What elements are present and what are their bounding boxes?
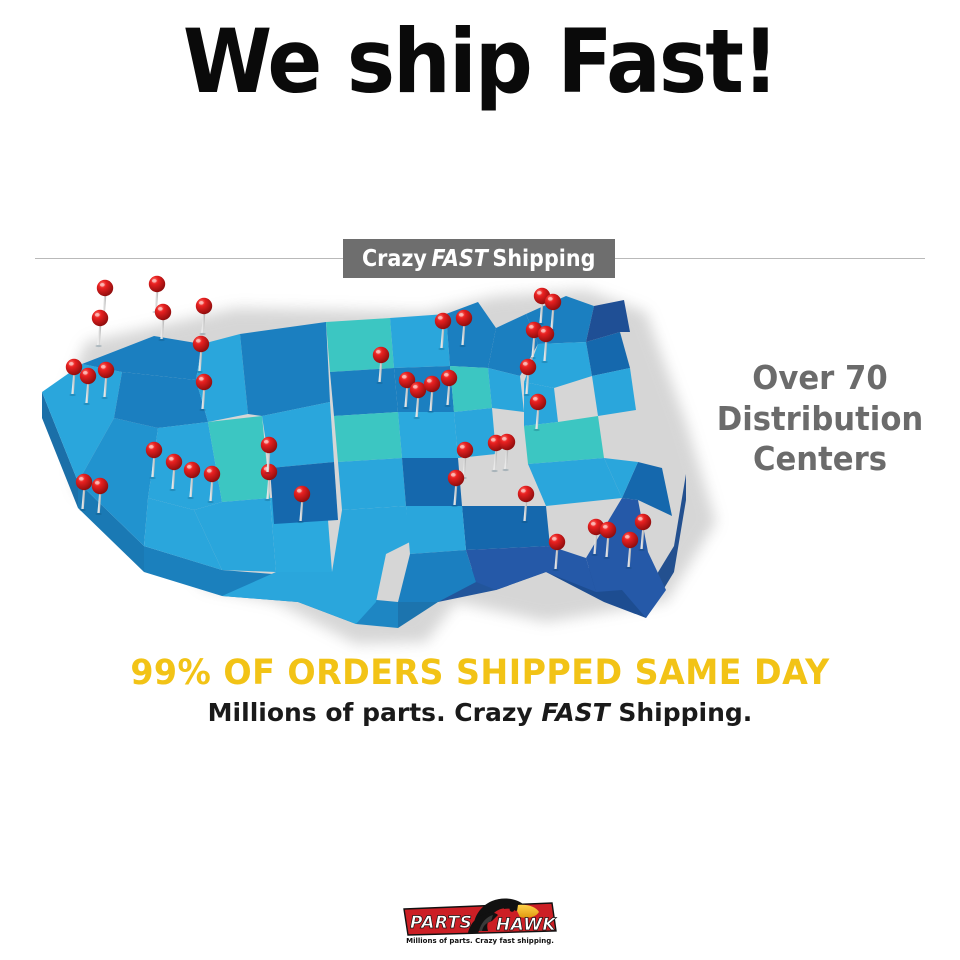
map-pin [372, 346, 390, 385]
subline: Millions of parts. Crazy FAST Shipping. [0, 698, 960, 727]
parts-hawk-logo[interactable]: PARTS HAWK Millions of parts. Crazy fast… [400, 897, 560, 947]
map-pin [203, 465, 221, 504]
map-pin [148, 275, 166, 314]
map-pin [498, 433, 516, 472]
map-pin [192, 335, 210, 374]
map-pin [145, 441, 163, 480]
map-pin [260, 463, 278, 502]
map-pin [75, 473, 93, 512]
callout-line-1: Over 70 [752, 358, 888, 397]
map-pin [195, 297, 213, 336]
map-pin-layer [65, 275, 652, 572]
map-pin [398, 371, 416, 410]
map-pin [423, 375, 441, 414]
strapline: 99% OF ORDERS SHIPPED SAME DAY [130, 653, 830, 693]
map-pin [447, 469, 465, 508]
map-pin [79, 367, 97, 406]
logo-word-hawk: HAWK [496, 915, 557, 935]
map-pin [548, 533, 566, 572]
map-pin [455, 309, 473, 348]
map-pin [91, 309, 109, 348]
logo-word-parts: PARTS [410, 913, 472, 933]
map-pin [195, 373, 213, 412]
banner-word-crazy: Crazy [362, 245, 428, 272]
map-pin [165, 453, 183, 492]
map-pin [434, 312, 452, 351]
map-pin [456, 441, 474, 480]
map-pin [154, 303, 172, 342]
logo-tagline: Millions of parts. Crazy fast shipping. [406, 937, 554, 945]
subline-part-1: Millions of parts. Crazy [207, 698, 533, 727]
map-pin [537, 325, 555, 364]
map-pin [97, 361, 115, 400]
banner-word-fast: FAST [431, 245, 489, 272]
banner-text: Crazy FAST Shipping [362, 246, 595, 272]
callout-line-3: Centers [752, 439, 888, 479]
map-pin [529, 393, 547, 432]
map-pin [91, 477, 109, 516]
crazy-fast-shipping-banner: Crazy FAST Shipping [343, 239, 615, 278]
distribution-centers-callout: Over 70 Distribution Centers [714, 358, 926, 480]
map-pin [599, 521, 617, 560]
map-pin [409, 381, 427, 420]
map-pin [65, 358, 83, 397]
map-pin [440, 369, 458, 408]
map-pin [519, 358, 537, 397]
us-distribution-map [26, 272, 726, 652]
banner-word-shipping: Shipping [492, 245, 596, 272]
map-states [42, 296, 672, 624]
subline-word-fast: FAST [541, 698, 610, 727]
map-pin [634, 513, 652, 552]
subline-part-3: Shipping. [618, 698, 753, 727]
hawk-head-icon [468, 898, 539, 933]
callout-line-2: Distribution [716, 398, 924, 438]
map-pin [293, 485, 311, 524]
map-pin [517, 485, 535, 524]
map-pin [183, 461, 201, 500]
page-title: We ship Fast! [182, 10, 779, 113]
map-pin [260, 436, 278, 475]
map-pin [621, 531, 639, 570]
